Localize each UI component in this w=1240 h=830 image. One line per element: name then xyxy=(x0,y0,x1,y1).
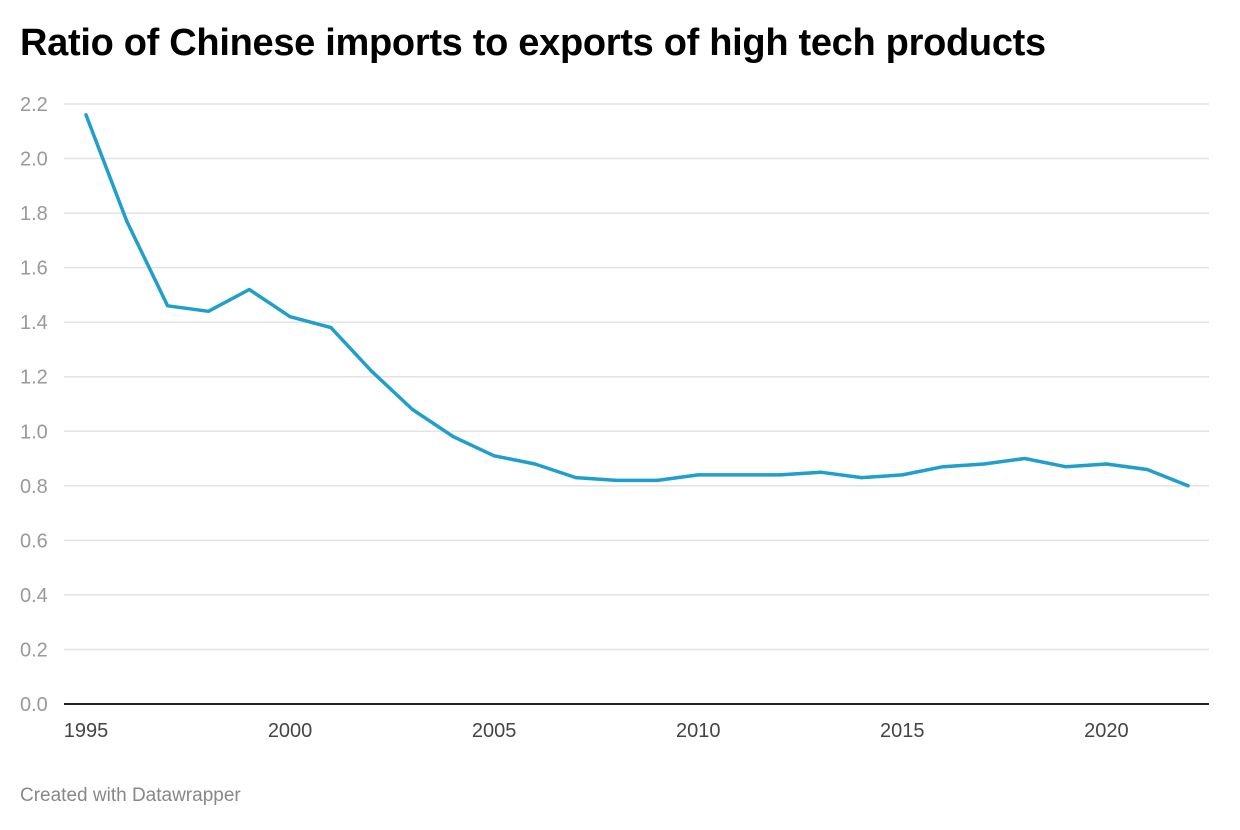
data-point-2020 xyxy=(1104,462,1108,466)
data-point-2001 xyxy=(329,326,333,330)
y-axis-ticks: 0.0 0.2 0.4 0.6 0.8 1.0 1.2 1.4 1.6 1.8 2.0 2.2 xyxy=(20,94,48,716)
data-point-1998 xyxy=(206,309,211,313)
data-point-2011 xyxy=(737,473,741,477)
y-tick-label: 1.2 xyxy=(20,367,48,389)
data-point-2002 xyxy=(370,369,374,373)
y-tick-label: 1.8 xyxy=(20,203,48,225)
x-tick-label: 2000 xyxy=(268,720,313,742)
y-tick-label: 1.6 xyxy=(20,258,48,280)
data-point-2004 xyxy=(451,435,455,439)
gridlines xyxy=(64,103,1209,651)
data-point-2019 xyxy=(1063,465,1068,469)
data-point-2008 xyxy=(614,478,619,482)
data-point-2006 xyxy=(533,462,537,466)
data-point-2015 xyxy=(900,473,904,477)
data-point-1995 xyxy=(84,113,88,117)
chart-title: Ratio of Chinese imports to exports of h… xyxy=(20,22,1046,64)
data-point-2009 xyxy=(655,478,660,482)
y-tick-label: 1.0 xyxy=(20,421,48,443)
data-point-2003 xyxy=(410,407,415,412)
series-line xyxy=(84,113,1190,488)
y-tick-label: 1.4 xyxy=(20,312,48,334)
y-tick-label: 0.2 xyxy=(20,639,48,661)
data-point-2013 xyxy=(819,470,823,474)
data-point-2021 xyxy=(1145,467,1149,472)
data-point-2007 xyxy=(574,476,578,480)
data-point-2014 xyxy=(859,476,864,480)
y-tick-label: 0.0 xyxy=(20,694,48,716)
x-tick-label: 2005 xyxy=(472,720,517,742)
y-tick-label: 0.8 xyxy=(20,476,48,498)
y-tick-label: 0.6 xyxy=(20,530,48,552)
y-tick-label: 2.2 xyxy=(20,94,48,116)
data-point-2010 xyxy=(696,473,700,477)
y-tick-label: 0.4 xyxy=(20,585,48,607)
data-point-2000 xyxy=(288,315,292,319)
x-axis-ticks: 1995 2000 2005 2010 2015 2020 xyxy=(64,720,1129,742)
data-point-2016 xyxy=(941,465,945,469)
x-tick-label: 2010 xyxy=(676,720,721,742)
data-point-2012 xyxy=(778,473,782,477)
y-tick-label: 2.0 xyxy=(20,149,48,171)
x-tick-label: 1995 xyxy=(64,720,109,742)
x-tick-label: 2020 xyxy=(1084,720,1129,742)
data-point-2005 xyxy=(492,454,496,458)
data-point-1999 xyxy=(247,287,251,292)
data-point-2018 xyxy=(1023,456,1027,461)
data-point-2022 xyxy=(1186,484,1190,488)
data-point-2017 xyxy=(982,462,986,466)
x-tick-label: 2015 xyxy=(880,720,925,742)
series-layer xyxy=(84,113,1190,488)
data-point-1996 xyxy=(125,219,129,223)
source-credit: Created with Datawrapper xyxy=(20,785,241,806)
data-point-1997 xyxy=(166,304,170,308)
